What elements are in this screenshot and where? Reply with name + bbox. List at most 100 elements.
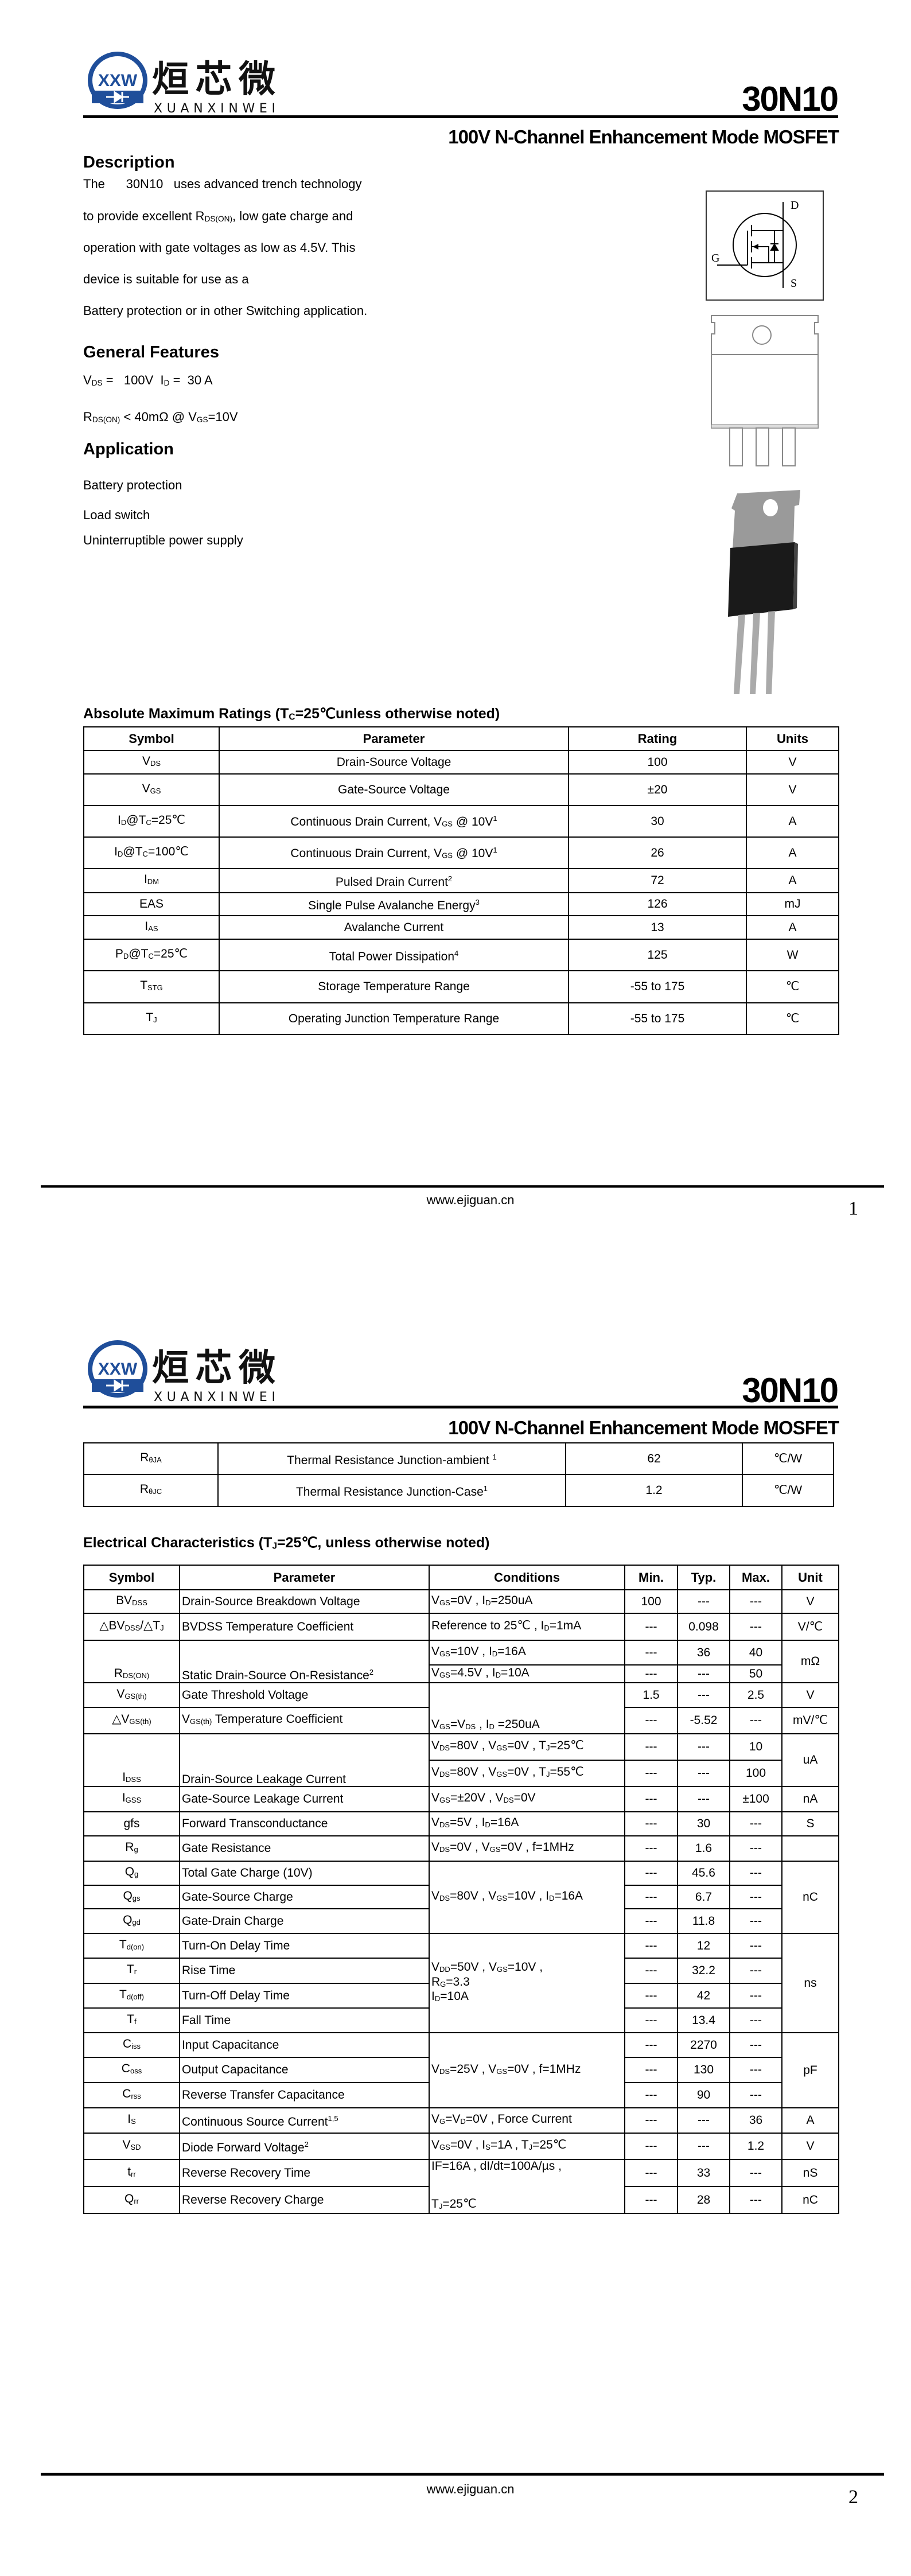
parameter-cell: Gate-Source Voltage [219, 773, 569, 806]
text-segment: Single Pulse Avalanche Energy [308, 898, 476, 912]
unit-cell: V [781, 2133, 839, 2160]
table-row: TJ Operating Junction Temperature Range -5… [83, 1002, 839, 1035]
subscript: C [148, 951, 154, 960]
rating-cell: -55 to 175 [568, 970, 747, 1003]
footer-url[interactable]: www.ejiguan.cn [426, 1193, 515, 1207]
text-segment: --- [750, 2038, 762, 2052]
text-segment: ℃/W [773, 1452, 803, 1465]
table-row: Td(on) Turn-On Delay Time VDD=50V , VGS=10… [83, 1933, 839, 2033]
text-segment: --- [645, 1890, 657, 1904]
table-row: △VGS(th) VGS(th) Temperature Coefficient -… [83, 1707, 839, 1734]
text-segment: I [127, 2112, 131, 2126]
text-segment: @T [123, 845, 143, 858]
company-logo: XXW 烜芯微 XUANXINWEI [88, 1340, 275, 1403]
text-segment: Diode Forward Voltage [182, 2141, 305, 2154]
superscript: 1,5 [328, 2114, 338, 2123]
text-segment: BVDSS Temperature Coefficient [182, 1620, 354, 1633]
text-segment: 32.2 [692, 1964, 715, 1977]
text-segment: --- [698, 2114, 710, 2127]
unit-cell: nA [781, 1786, 839, 1812]
application-item: Uninterruptible power supply [83, 533, 243, 547]
text-segment: ℃/W [773, 1484, 803, 1497]
subscript: DS [465, 1722, 476, 1731]
table-row: Td(off) Turn-Off Delay Time --- 42 --- [83, 1983, 839, 2009]
rating-cell: 13 [568, 915, 747, 940]
unit-cell: mΩ [781, 1640, 839, 1683]
min-cell: --- [624, 1983, 678, 2009]
subscript: GS(th) [129, 1717, 151, 1726]
parameter-cell: Drain-Source Breakdown Voltage [179, 1589, 430, 1614]
symbol-cell: TJ [83, 1002, 220, 1035]
logo-chinese-name: 烜芯微 [152, 59, 275, 101]
unit-cell: A [746, 836, 839, 869]
logo-english-name: XUANXINWEI [154, 1390, 275, 1403]
text-segment: mV/℃ [793, 1714, 828, 1727]
column-header: Units [746, 726, 839, 751]
text-segment: V [431, 1840, 440, 1854]
table-row: ID@TC=25℃ Continuous Drain Current, VGS @… [83, 805, 839, 838]
text-segment: T [146, 1010, 154, 1024]
parameter-cell: Drain-Source Voltage [219, 750, 569, 775]
parameter-cell: Pulsed Drain Current2 [219, 868, 569, 893]
text-segment: --- [750, 2166, 762, 2180]
max-cell: --- [729, 1613, 782, 1641]
text-segment: --- [645, 2088, 657, 2102]
text-segment: 1.2 [645, 1484, 663, 1497]
superscript: 1 [483, 1484, 488, 1493]
subscript: J [272, 1541, 277, 1551]
text-segment: Drain-Source Breakdown Voltage [182, 1594, 360, 1608]
subscript: DS [439, 1820, 450, 1829]
column-header: Typ. [677, 1565, 730, 1590]
thermal-resistance-table: RθJA Thermal Resistance Junction-ambient … [83, 1442, 834, 1507]
text-segment: V [431, 2112, 440, 2126]
footer-rule [41, 2473, 884, 2476]
text-segment: --- [750, 1817, 762, 1830]
superscript: 1 [493, 814, 497, 823]
parameter-cell: Input Capacitance [179, 2032, 430, 2058]
text-segment: I [117, 813, 121, 827]
footer-url[interactable]: www.ejiguan.cn [426, 2482, 515, 2496]
subscript: GS [496, 1769, 508, 1779]
text-segment: W [787, 948, 799, 962]
text-segment: P [115, 947, 123, 960]
symbol-cell: RθJC [83, 1474, 219, 1507]
table-row: Rg Gate Resistance VDS=0V , VGS=0V , f=1MH… [83, 1835, 839, 1862]
typ-cell: 45.6 [677, 1861, 730, 1886]
superscript: 4 [454, 948, 459, 958]
symbol-cell: Td(off) [83, 1983, 180, 2009]
max-cell: --- [729, 1811, 782, 1836]
text-segment: =25℃ [153, 947, 188, 960]
text-segment: 13.4 [692, 2013, 715, 2027]
subscript: D [123, 951, 129, 960]
table-row: Qg Total Gate Charge (10V) VDS=80V , VGS=1… [83, 1861, 839, 1934]
text-segment: =±20V , V [450, 1791, 504, 1805]
table-row: VDS=80V , VGS=0V , TJ=55℃ --- --- 100 [84, 1760, 839, 1787]
header-rule [83, 1406, 838, 1408]
text-segment: =80V , V [450, 1765, 497, 1779]
subscript: D [117, 849, 123, 858]
column-header: Min. [624, 1565, 678, 1590]
text-segment: Static Drain-Source On-Resistance [182, 1669, 369, 1682]
text-segment: V [182, 1713, 190, 1726]
text-segment: I [122, 1791, 126, 1805]
subscript: GS [496, 1893, 508, 1902]
table-row: IDSS Drain-Source Leakage Current VDS=80V … [83, 1733, 839, 1787]
table-row: Crss Reverse Transfer Capacitance --- 90 --- [83, 2082, 839, 2108]
max-cell: 36 [729, 2107, 782, 2134]
text-segment: BV [116, 1593, 133, 1607]
typ-cell: --- [677, 2133, 730, 2160]
text-segment: --- [750, 1964, 762, 1977]
table-header-row: Symbol Parameter Conditions Min. Typ. Max. Uni… [83, 1565, 839, 1590]
text-segment: mJ [784, 897, 801, 910]
typ-cell: --- [677, 1664, 730, 1683]
subscript: D [485, 1598, 491, 1607]
text-segment: 33 [696, 2166, 711, 2180]
text-segment: C [122, 2037, 132, 2050]
min-cell: --- [624, 2158, 678, 2188]
table-row: PD@TC=25℃ Total Power Dissipation4 125 W [83, 939, 839, 971]
logo-chinese-name: 烜芯微 [152, 1347, 275, 1390]
text-segment: 100 [745, 1766, 766, 1780]
text-segment: 50 [749, 1667, 763, 1680]
subscript: oss [130, 2066, 142, 2075]
conditions-cell: VGS=10V , ID=16A [429, 1640, 625, 1666]
